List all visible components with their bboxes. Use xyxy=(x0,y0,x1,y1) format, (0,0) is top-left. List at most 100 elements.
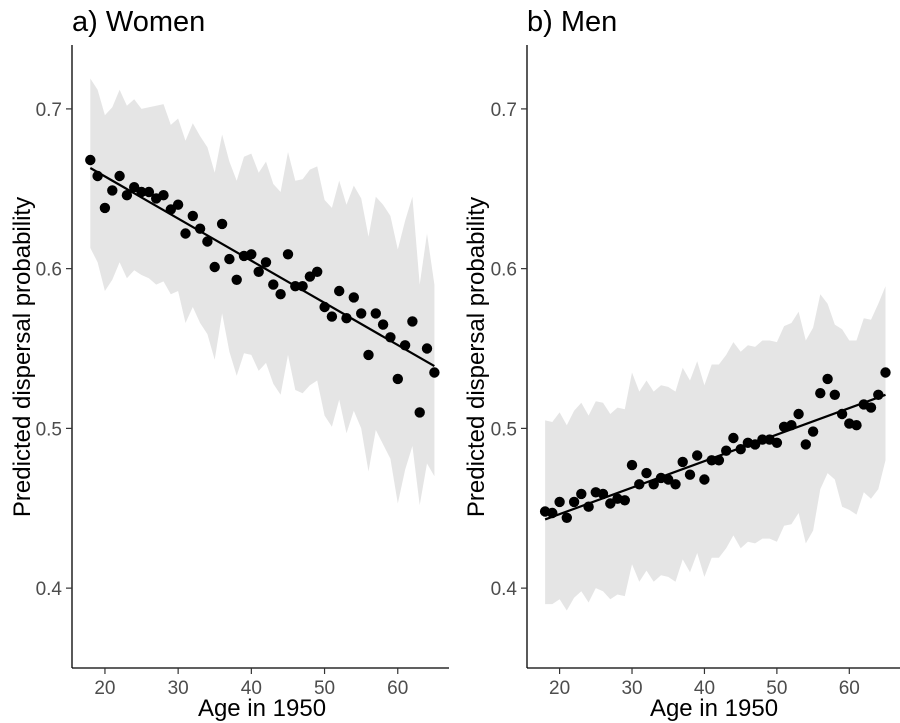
data-point xyxy=(421,343,433,354)
data-point xyxy=(268,279,279,290)
data-point xyxy=(576,488,587,500)
x-tick-label: 60 xyxy=(387,678,408,699)
data-point xyxy=(216,218,228,230)
data-point xyxy=(363,349,374,361)
data-point xyxy=(312,266,323,277)
panel-title: a) Women xyxy=(72,6,205,38)
x-tick-label: 30 xyxy=(168,678,189,699)
data-point xyxy=(735,444,746,455)
data-point xyxy=(873,389,884,400)
y-tick-label: 0.4 xyxy=(36,579,63,600)
data-point xyxy=(554,496,565,508)
x-axis-title: Age in 1950 xyxy=(198,695,326,722)
data-point xyxy=(282,249,294,260)
data-point xyxy=(583,501,594,512)
x-tick-label: 50 xyxy=(766,678,787,699)
data-point xyxy=(670,479,681,490)
data-point xyxy=(807,426,819,437)
fit-line xyxy=(89,167,435,368)
data-point xyxy=(851,420,862,431)
data-point xyxy=(326,311,338,322)
data-point xyxy=(348,292,359,303)
data-point xyxy=(706,455,717,466)
ticks: 20 30 40 50 60 0.4 0.5 0.6 0.7 xyxy=(491,100,860,699)
data-point xyxy=(634,479,645,490)
data-point xyxy=(822,373,833,385)
data-point xyxy=(209,261,220,273)
data-point xyxy=(341,313,352,324)
data-point xyxy=(99,202,111,214)
data-point xyxy=(407,316,418,327)
panel-women: a) Women 20 30 40 50 60 0.4 0.5 0.6 0.7 Age in 1… xyxy=(9,6,449,722)
data-point xyxy=(180,228,191,239)
x-tick-label: 30 xyxy=(621,678,642,699)
data-point xyxy=(172,199,184,210)
x-axis-title: Age in 1950 xyxy=(650,695,778,722)
data-point xyxy=(334,285,345,297)
x-tick-label: 50 xyxy=(314,678,335,699)
data-point xyxy=(290,281,301,292)
confidence-band xyxy=(545,286,886,611)
data-point xyxy=(275,289,286,300)
panel-men: b) Men 20 30 40 50 60 0.4 0.5 0.6 0.7 Age in 195… xyxy=(463,6,900,722)
data-point xyxy=(253,266,264,277)
y-tick-label: 0.6 xyxy=(491,260,517,281)
confidence-band xyxy=(90,78,435,506)
data-point xyxy=(231,274,242,285)
plot-area xyxy=(539,286,891,611)
plot-area xyxy=(85,78,440,506)
data-point xyxy=(793,408,804,420)
y-tick-label: 0.5 xyxy=(491,419,517,440)
data-point xyxy=(92,170,103,182)
data-point xyxy=(107,185,118,196)
data-point xyxy=(648,479,659,490)
data-point xyxy=(677,456,688,468)
data-point xyxy=(568,496,580,508)
data-point xyxy=(297,281,308,292)
y-axis-title: Predicted dispersal probability xyxy=(9,197,36,517)
data-point xyxy=(547,507,558,519)
data-point xyxy=(836,408,848,420)
data-point xyxy=(619,495,630,506)
panel-title: b) Men xyxy=(527,6,617,38)
data-point xyxy=(597,488,609,500)
data-point xyxy=(143,186,155,198)
data-point xyxy=(260,257,272,268)
data-point xyxy=(800,439,811,450)
data-point xyxy=(429,367,440,378)
ticks: 20 30 40 50 60 0.4 0.5 0.6 0.7 xyxy=(36,100,409,699)
data-point xyxy=(246,249,257,260)
x-tick-label: 20 xyxy=(549,678,570,699)
y-tick-label: 0.7 xyxy=(491,100,517,121)
data-point xyxy=(692,450,703,461)
data-point xyxy=(114,170,125,182)
data-point xyxy=(385,332,396,343)
data-point xyxy=(85,154,96,166)
data-point xyxy=(880,367,891,378)
data-point xyxy=(829,389,840,400)
data-point xyxy=(194,223,206,234)
data-point xyxy=(121,190,133,201)
x-tick-label: 60 xyxy=(839,678,860,699)
y-axis-title: Predicted dispersal probability xyxy=(463,197,490,517)
data-point xyxy=(728,432,739,444)
data-point xyxy=(414,407,425,418)
data-point xyxy=(865,402,877,413)
data-point xyxy=(136,186,147,198)
data-point xyxy=(158,190,169,201)
y-tick-label: 0.5 xyxy=(36,419,62,440)
data-point xyxy=(399,340,411,351)
data-point xyxy=(626,459,638,471)
data-point xyxy=(699,474,710,485)
y-tick-label: 0.6 xyxy=(36,260,62,281)
data-point xyxy=(757,434,768,445)
data-point xyxy=(392,373,403,385)
data-point xyxy=(713,455,725,466)
data-point xyxy=(641,467,652,479)
data-point xyxy=(377,319,389,330)
x-tick-label: 40 xyxy=(694,678,715,699)
data-point xyxy=(319,301,330,313)
x-tick-label: 20 xyxy=(94,678,115,699)
data-point xyxy=(684,469,696,480)
